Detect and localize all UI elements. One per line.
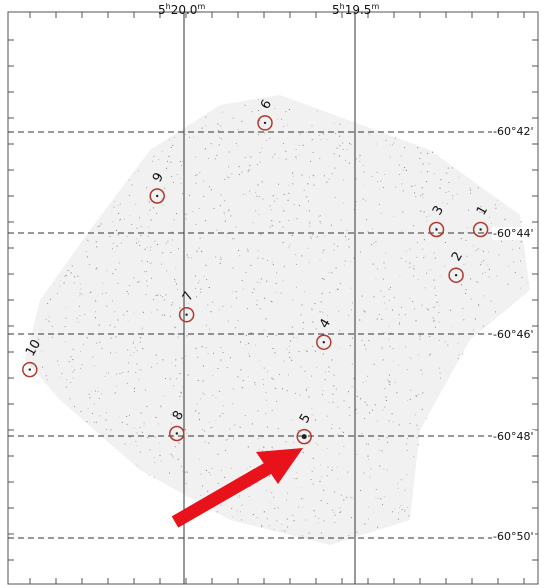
ra-tick-label-2: 5h19.5m <box>332 2 380 17</box>
dec-tick-label-42: -60°42' <box>492 125 535 138</box>
source-circle-8 <box>169 425 185 442</box>
source-dot-1 <box>479 228 482 231</box>
source-dot-6 <box>263 121 267 125</box>
source-dot-5 <box>301 434 307 440</box>
source-circle-3 <box>428 221 445 238</box>
image-noise <box>31 99 529 542</box>
source-circle-7 <box>178 306 195 323</box>
ra-tick-label-1: 5h20.0m <box>158 2 206 17</box>
dec-tick-label-44: -60°44' <box>492 227 535 240</box>
source-circle-2 <box>448 267 464 283</box>
source-circle-5 <box>296 428 312 445</box>
dec-tick-label-46: -60°46' <box>492 328 535 341</box>
dec-tick-label-48: -60°48' <box>492 430 535 443</box>
source-circle-4 <box>316 334 332 350</box>
source-dot-3 <box>435 228 438 231</box>
source-circle-6 <box>257 115 273 131</box>
source-dot-9 <box>156 194 159 198</box>
source-dot-7 <box>185 313 188 316</box>
source-dot-2 <box>454 274 458 277</box>
coordinate-grid <box>8 12 538 584</box>
source-dot-8 <box>175 432 178 435</box>
axis-ticks <box>8 12 538 584</box>
source-markers <box>22 115 489 445</box>
source-dot-10 <box>28 368 31 371</box>
source-circle-1 <box>472 221 489 238</box>
source-circle-9 <box>149 188 165 204</box>
field-of-view <box>25 95 530 545</box>
dec-tick-label-50: -60°50' <box>492 530 535 543</box>
arrow-icon <box>171 448 303 528</box>
source-circle-10 <box>22 361 38 378</box>
source-dot-4 <box>322 341 325 344</box>
